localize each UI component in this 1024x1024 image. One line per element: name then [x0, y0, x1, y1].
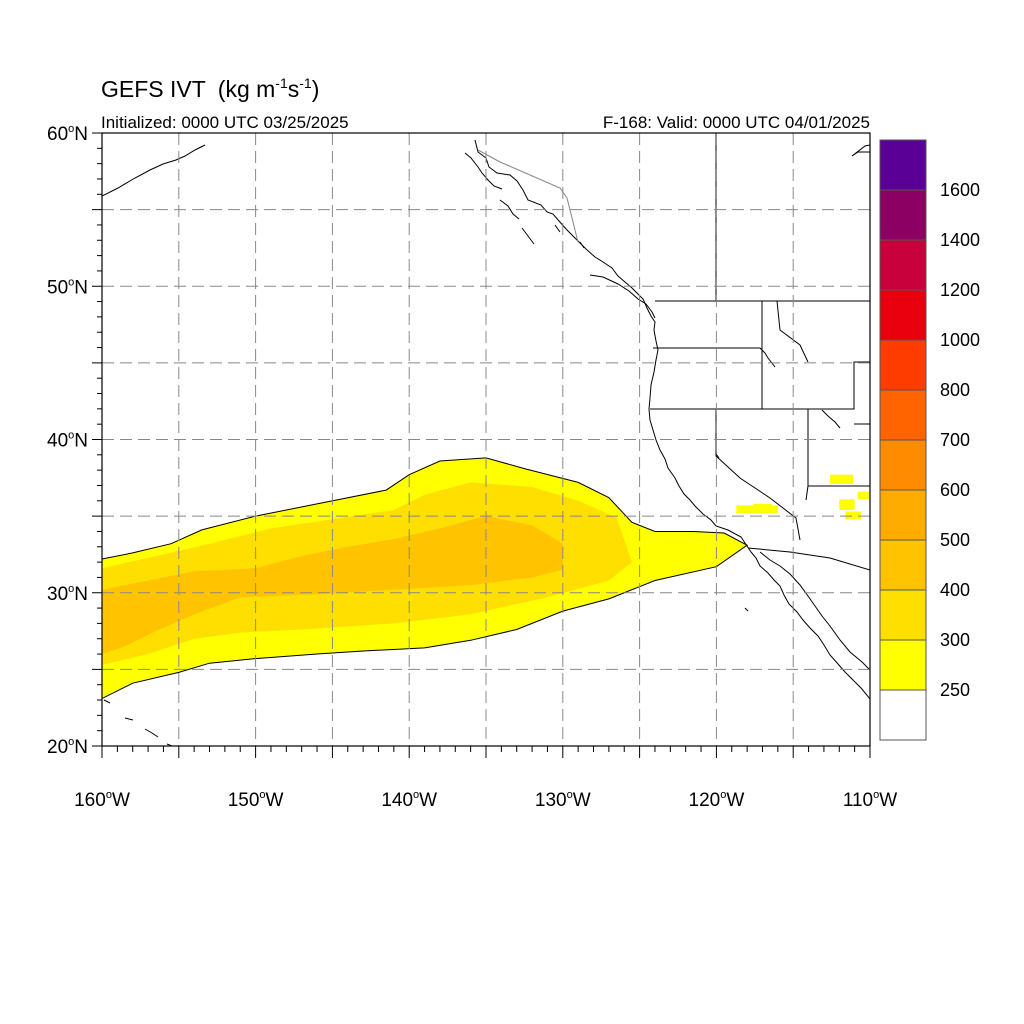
colorbar-swatch — [879, 189, 927, 241]
lat-tick-hemisphere: N — [74, 431, 88, 452]
chart-title: GEFS IVT (kg m-1s-1) — [101, 75, 319, 102]
lon-tick-hemisphere: W — [419, 790, 437, 811]
border-us-mexico — [747, 547, 870, 571]
lat-tick-hemisphere: N — [74, 124, 88, 145]
degree-symbol: o — [68, 583, 74, 595]
ivt-patch-5 — [857, 491, 870, 500]
lon-tick-label: 110oW — [843, 789, 897, 811]
ivt-patch-1 — [753, 503, 772, 509]
lat-tick-number: 30 — [47, 584, 68, 605]
title-units-mid: s — [288, 76, 300, 102]
colorbar-label: 700 — [940, 430, 970, 450]
colorbar-swatch — [879, 289, 927, 341]
lat-tick-label: 20oN — [47, 736, 88, 758]
coastline-north-america — [474, 139, 870, 700]
lon-tick-hemisphere: W — [879, 790, 897, 811]
degree-symbol: o — [68, 123, 74, 135]
lat-tick-number: 60 — [47, 124, 68, 145]
colorbar-label: 1000 — [940, 330, 980, 350]
coastline-alaska-peninsula — [102, 144, 206, 197]
degree-symbol: o — [106, 789, 112, 801]
colorbar-swatch — [879, 139, 927, 191]
colorbar-label: 600 — [940, 480, 970, 500]
degree-symbol: o — [68, 736, 74, 748]
coastline-hawaii — [103, 699, 173, 746]
graticule — [102, 133, 870, 746]
colorbar-swatch — [879, 639, 927, 691]
coastline-vancouver-island — [589, 274, 656, 319]
subtitle-valid: F-168: Valid: 0000 UTC 04/01/2025 — [603, 113, 870, 132]
colorbar-label: 500 — [940, 530, 970, 550]
lon-tick-number: 130 — [535, 790, 567, 811]
lat-tick-number: 50 — [47, 277, 68, 298]
colorbar-label: 250 — [940, 680, 970, 700]
colorbar-swatch — [879, 489, 927, 541]
lon-tick-number: 150 — [228, 790, 260, 811]
lon-tick-label: 150oW — [228, 789, 284, 811]
lat-tick-label: 30oN — [47, 583, 88, 605]
lat-tick-hemisphere: N — [74, 277, 88, 298]
colorbar-swatch — [879, 389, 927, 441]
coastline-alaska-islands — [464, 152, 585, 249]
lon-tick-label: 140oW — [381, 789, 437, 811]
border-alaska-bc — [477, 149, 579, 243]
colorbar-label: 1600 — [940, 180, 980, 200]
lat-tick-hemisphere: N — [74, 584, 88, 605]
coastlines-and-borders — [102, 133, 870, 746]
colorbar-label: 1200 — [940, 280, 980, 300]
lat-tick-label: 60oN — [47, 123, 88, 145]
lon-tick-hemisphere: W — [726, 790, 744, 811]
lon-tick-number: 140 — [381, 790, 413, 811]
colorbar-swatch — [879, 589, 927, 641]
colorbar-swatch — [879, 339, 927, 391]
lon-tick-hemisphere: W — [112, 790, 130, 811]
colorbar-swatch — [879, 539, 927, 591]
degree-symbol: o — [567, 789, 573, 801]
title-units-close: ) — [312, 76, 320, 102]
colorbar-label: 400 — [940, 580, 970, 600]
degree-symbol: o — [259, 789, 265, 801]
lat-tick-hemisphere: N — [74, 737, 88, 758]
lon-tick-label: 120oW — [689, 789, 745, 811]
coastline-lakes — [715, 409, 841, 612]
degree-symbol: o — [68, 430, 74, 442]
title-units-exp1: -1 — [275, 75, 288, 91]
lon-tick-hemisphere: W — [573, 790, 591, 811]
colorbar-swatch — [879, 689, 927, 741]
colorbar-swatch — [879, 239, 927, 291]
lat-tick-number: 40 — [47, 431, 68, 452]
ivt-patch-4 — [845, 511, 861, 520]
lat-tick-label: 40oN — [47, 430, 88, 452]
title-units-exp2: -1 — [299, 75, 312, 91]
coastline-baja — [759, 551, 870, 671]
lon-tick-label: 130oW — [535, 789, 591, 811]
degree-symbol: o — [873, 789, 879, 801]
lon-tick-label: 160oW — [74, 789, 130, 811]
ivt-patch-3 — [839, 499, 855, 510]
lon-tick-number: 110 — [843, 790, 873, 811]
colorbar-label: 300 — [940, 630, 970, 650]
lon-tick-number: 160 — [74, 790, 106, 811]
lat-tick-label: 50oN — [47, 276, 88, 298]
ivt-patch-0 — [736, 505, 778, 514]
title-model: GEFS IVT — [101, 76, 206, 102]
lon-tick-number: 120 — [689, 790, 721, 811]
lat-tick-number: 20 — [47, 737, 68, 758]
colorbar: 250 300 400 500 600 700 800 1000 1200 1400 1600 — [879, 139, 980, 741]
lon-tick-hemisphere: W — [266, 790, 284, 811]
colorbar-swatch — [879, 439, 927, 491]
ivt-patch-2 — [830, 474, 854, 484]
colorbar-label: 1400 — [940, 230, 980, 250]
title-units-open: (kg m — [218, 76, 276, 102]
colorbar-label: 800 — [940, 380, 970, 400]
degree-symbol: o — [720, 789, 726, 801]
subtitle-initialized: Initialized: 0000 UTC 03/25/2025 — [101, 113, 349, 132]
degree-symbol: o — [68, 276, 74, 288]
degree-symbol: o — [413, 789, 419, 801]
